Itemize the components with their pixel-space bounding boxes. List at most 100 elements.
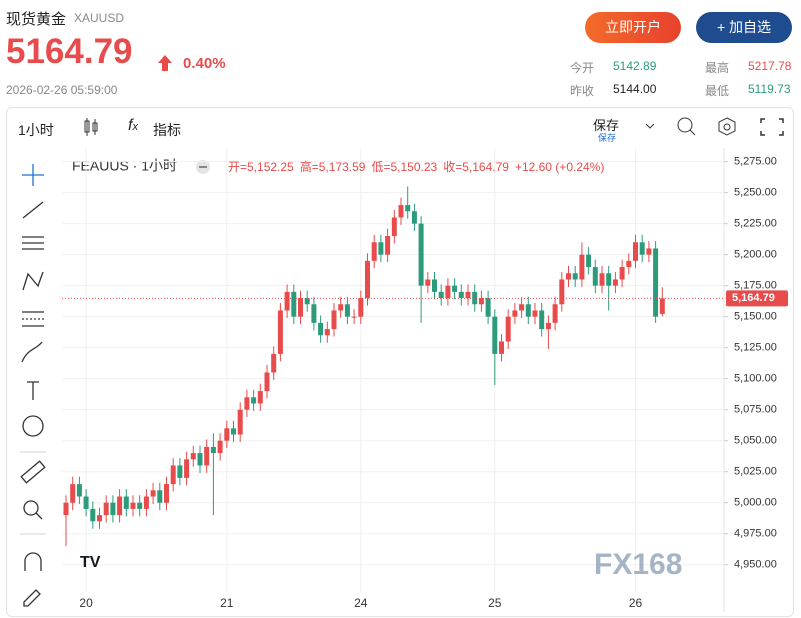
candle-body: [532, 310, 538, 317]
candle-body: [599, 273, 605, 286]
candle-body: [150, 490, 156, 497]
candle-body: [344, 304, 350, 317]
stat-value: 5144.00: [613, 82, 657, 96]
candle-body: [298, 298, 303, 317]
candle-body: [391, 217, 397, 237]
candle-body: [210, 446, 216, 454]
candle-body: [257, 391, 263, 404]
candle-body: [653, 248, 659, 317]
tv-logo: TV: [80, 554, 101, 571]
candle-body: [338, 304, 344, 311]
x-tick-label: 26: [629, 596, 643, 610]
candle-body: [97, 515, 102, 522]
y-tick-label: 5,175.00: [734, 280, 777, 292]
open-account-button[interactable]: 立即开户: [585, 12, 681, 43]
candle-body: [619, 267, 625, 280]
candle-body: [324, 329, 330, 336]
candle-body: [143, 496, 149, 509]
candle-body: [505, 316, 511, 342]
candle-body: [117, 496, 123, 516]
candle-body: [164, 484, 169, 503]
candle-body: [378, 242, 384, 255]
x-tick-label: 21: [220, 596, 234, 610]
candle-body: [83, 496, 89, 509]
stat-value: 5217.78: [748, 59, 792, 73]
chart-title: FEAUUS · 1小时: [72, 158, 177, 174]
add-watch-button[interactable]: + 加自选: [696, 12, 792, 43]
candle-body: [177, 465, 183, 478]
candle-body: [385, 236, 391, 255]
candle-body: [646, 248, 652, 255]
y-tick-label: 5,125.00: [734, 342, 777, 354]
candle-body: [512, 310, 518, 317]
x-tick-label: 20: [79, 596, 93, 610]
candle-body: [318, 322, 324, 336]
chart-frame: [6, 107, 794, 617]
candle-body: [284, 291, 290, 311]
ohlc-legend: 收=5,164.79: [443, 160, 509, 174]
ohlc-legend: +12.60 (+0.24%): [515, 160, 604, 174]
y-tick-label: 5,100.00: [734, 373, 777, 385]
candle-body: [331, 310, 337, 330]
candle-body: [438, 291, 444, 299]
candle-body: [371, 242, 377, 261]
candle-body: [157, 490, 163, 503]
fx-icon[interactable]: fx: [128, 117, 138, 134]
stat-label: 今开: [570, 61, 595, 75]
change: 0.40%: [183, 55, 226, 72]
y-tick-label: 5,275.00: [734, 156, 777, 168]
candle-body: [592, 267, 598, 286]
candle-body: [251, 397, 257, 404]
candle-body: [351, 316, 357, 318]
candle-body: [365, 260, 370, 299]
candle-body: [291, 291, 297, 317]
candle-body: [311, 304, 317, 323]
stat-value: 5119.73: [748, 82, 791, 96]
candle-body: [130, 502, 136, 509]
y-tick-label: 5,050.00: [734, 435, 777, 447]
candle-body: [432, 279, 437, 292]
candle-body: [110, 502, 116, 516]
candle-body: [170, 465, 176, 485]
candle-body: [217, 440, 223, 454]
interval[interactable]: 1小时: [18, 122, 54, 138]
candle-body: [76, 484, 82, 497]
candle-body: [184, 459, 190, 478]
ohlc-legend: 低=5,150.23: [371, 160, 437, 174]
candle-body: [224, 428, 230, 441]
candle-body: [411, 211, 417, 224]
ohlc-legend: 高=5,173.59: [300, 159, 366, 174]
candle-body: [572, 273, 578, 280]
watermark: FX168: [594, 548, 682, 581]
candle-icon[interactable]: [82, 117, 100, 137]
stat-value: 5142.89: [613, 59, 657, 73]
candle-body: [405, 205, 411, 212]
drawing-tools: [20, 164, 46, 607]
candle-body: [458, 291, 464, 299]
candle-body: [452, 285, 458, 292]
candle-body: [539, 310, 545, 330]
indicators[interactable]: 指标: [153, 122, 181, 138]
candle-body: [103, 502, 109, 516]
candle-body: [499, 341, 504, 354]
candle-body: [358, 298, 364, 317]
candle-body: [264, 372, 270, 392]
x-tick-label: 25: [488, 596, 502, 610]
y-tick-label: 4,975.00: [734, 528, 777, 540]
y-tick-label: 5,075.00: [734, 404, 777, 416]
candle-body: [271, 353, 277, 373]
candle-body: [545, 322, 551, 330]
candle-body: [418, 223, 424, 286]
toolbar-icons: [645, 117, 784, 136]
candle-body: [123, 496, 129, 509]
save[interactable]: 保存: [593, 118, 620, 133]
candle-body: [190, 453, 196, 460]
ohlc-legend: 开=5,152.25: [228, 160, 294, 174]
candle-body: [237, 409, 243, 435]
save-sub: 保存: [598, 133, 617, 143]
candle-body: [204, 446, 210, 466]
y-tick-label: 5,150.00: [734, 311, 777, 323]
candle-body: [579, 254, 585, 280]
